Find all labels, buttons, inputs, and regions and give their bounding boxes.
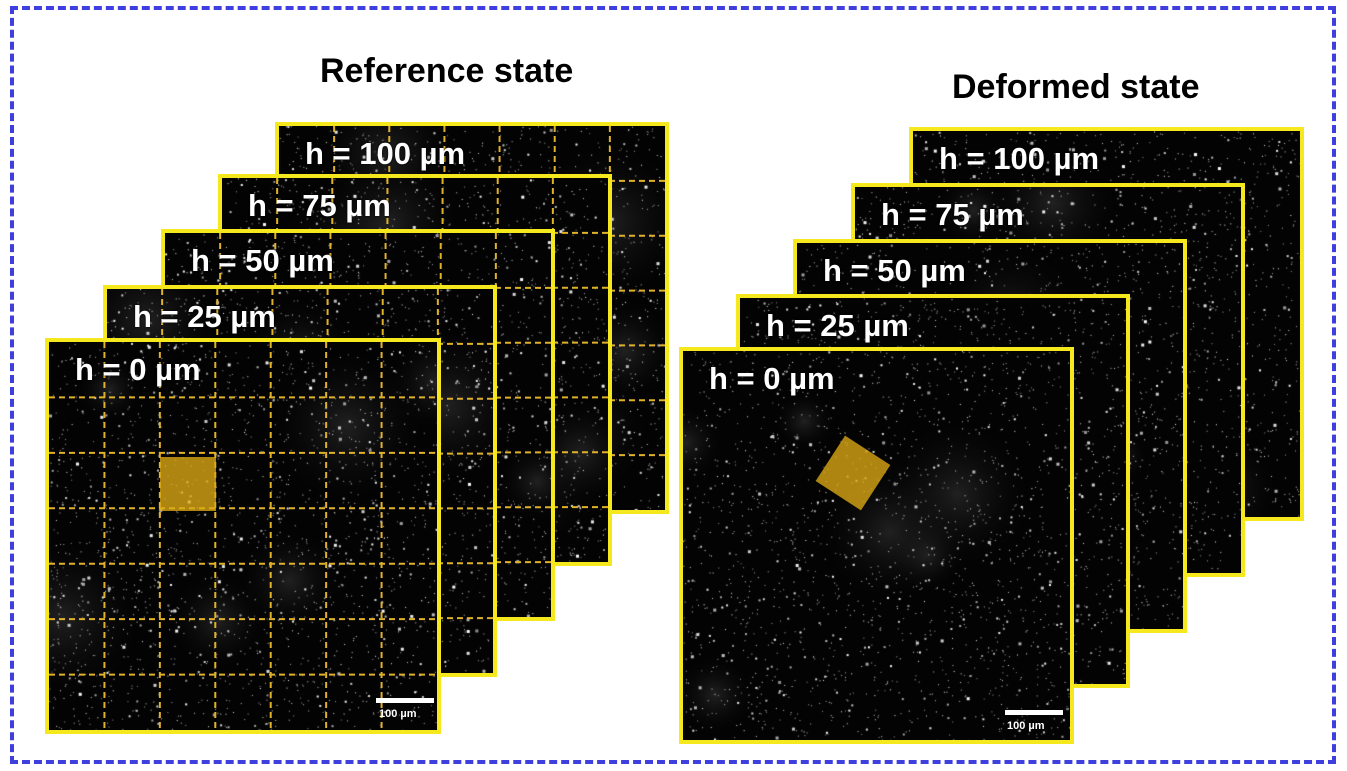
reference-slice-h0: h = 0 µm 100 µm [45, 338, 441, 734]
scale-bar [1005, 710, 1063, 715]
slice-height-label: h = 50 µm [191, 243, 334, 278]
scale-bar-label: 100 µm [1007, 720, 1045, 732]
slice-height-label: h = 25 µm [133, 299, 276, 334]
slice-height-label: h = 100 µm [305, 136, 466, 171]
reference-roi-square [160, 457, 216, 511]
reference-state-title: Reference state [320, 52, 574, 90]
slice-height-label: h = 100 µm [939, 141, 1100, 176]
deformed-slice-h0: h = 0 µm 100 µm [679, 347, 1074, 744]
micrograph-texture [49, 342, 437, 730]
scale-bar [376, 698, 434, 703]
deformed-state-title: Deformed state [952, 68, 1200, 106]
figure-frame [10, 6, 1336, 764]
slice-height-label: h = 0 µm [75, 352, 201, 387]
slice-height-label: h = 0 µm [709, 361, 835, 396]
slice-height-label: h = 50 µm [823, 253, 966, 288]
slice-height-label: h = 75 µm [881, 197, 1024, 232]
slice-height-label: h = 25 µm [766, 308, 909, 343]
scale-bar-label: 100 µm [379, 708, 417, 720]
grid-overlay [49, 342, 437, 730]
slice-height-label: h = 75 µm [248, 188, 391, 223]
micrograph-texture [683, 351, 1070, 740]
